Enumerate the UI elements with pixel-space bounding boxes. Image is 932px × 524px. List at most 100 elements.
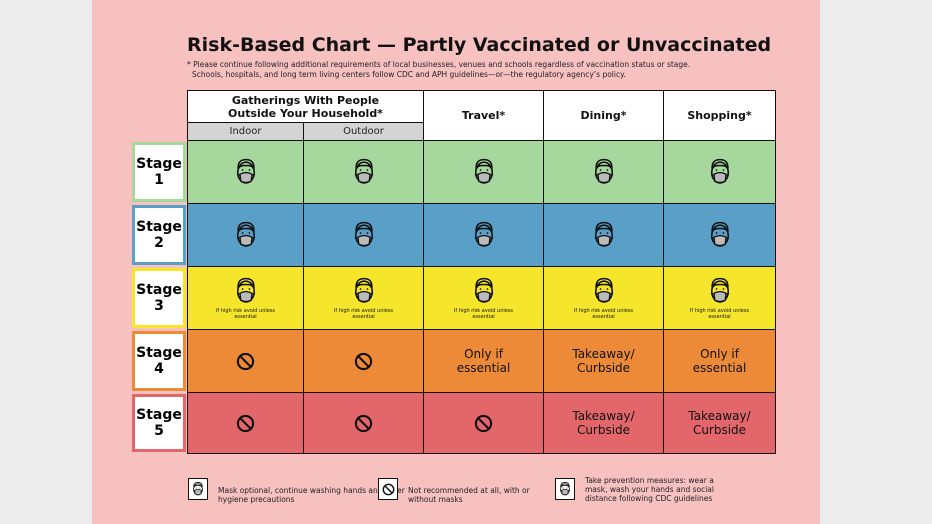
stage-word: Stage <box>136 156 182 172</box>
icon-shape <box>356 353 371 368</box>
cell <box>303 140 424 204</box>
no-icon <box>474 414 493 433</box>
legend-text: Mask optional, continue washing hands an… <box>218 486 405 504</box>
stage-label: Stage 2 <box>132 205 186 265</box>
subheader: Outdoor <box>303 122 424 141</box>
cell <box>187 140 304 204</box>
icon-shape <box>354 279 372 302</box>
mask-icon <box>707 157 733 186</box>
mask-icon <box>471 220 497 249</box>
icon-shape <box>476 415 491 430</box>
cell: Takeaway/ Curbside <box>663 392 776 454</box>
cell <box>663 140 776 204</box>
stage-word: Stage <box>136 282 182 298</box>
cell <box>543 203 664 267</box>
icon-shape <box>710 223 728 246</box>
legend-icon <box>555 478 575 500</box>
icon-shape <box>356 415 371 430</box>
stage-number: 4 <box>154 361 164 377</box>
cell <box>423 392 544 454</box>
icon-shape <box>236 160 254 183</box>
cell-note: If high risk avoid unless essential <box>453 307 514 320</box>
stage-word: Stage <box>136 219 182 235</box>
stage-number: 1 <box>154 172 164 188</box>
icon-shape <box>594 279 612 302</box>
title: Risk-Based Chart — Partly Vaccinated or … <box>187 34 772 56</box>
cell-text: Takeaway/ Curbside <box>688 409 751 437</box>
icon-shape <box>354 160 372 183</box>
no-icon <box>354 352 373 371</box>
cell <box>543 140 664 204</box>
stage-label: Stage 3 <box>132 268 186 328</box>
icon-shape <box>560 482 570 495</box>
icon-shape <box>383 484 393 494</box>
stage-number: 2 <box>154 235 164 251</box>
mask-icon <box>471 157 497 186</box>
subheader: Indoor <box>187 122 304 141</box>
icon-shape <box>238 415 253 430</box>
stage-label: Stage 1 <box>132 142 186 202</box>
column-header: Shopping* <box>663 90 776 141</box>
legend-text: Not recommended at all, with or without … <box>408 486 530 504</box>
mask-icon <box>707 276 733 305</box>
mask-icon <box>233 276 259 305</box>
mask-icon <box>233 220 259 249</box>
cell-note: If high risk avoid unless essential <box>573 307 634 320</box>
cell-text: Only if essential <box>692 347 747 375</box>
icon-shape <box>238 353 253 368</box>
no-icon <box>354 414 373 433</box>
cell <box>423 203 544 267</box>
cell: If high risk avoid unless essential <box>543 266 664 330</box>
icon-shape <box>193 482 203 495</box>
cell: If high risk avoid unless essential <box>423 266 544 330</box>
mask-icon <box>191 481 205 497</box>
icon-shape <box>710 279 728 302</box>
cell-note: If high risk avoid unless essential <box>333 307 394 320</box>
cell: Only if essential <box>663 329 776 393</box>
cell-text: Takeaway/ Curbside <box>572 409 635 437</box>
mask-icon <box>591 220 617 249</box>
cell-note: If high risk avoid unless essential <box>215 307 276 320</box>
mask-icon <box>233 157 259 186</box>
note: Schools, hospitals, and long term living… <box>192 70 626 79</box>
stage-label: Stage 5 <box>132 394 186 452</box>
cell <box>187 203 304 267</box>
icon-shape <box>594 223 612 246</box>
no-icon <box>236 414 255 433</box>
stage-word: Stage <box>136 407 182 423</box>
mask-icon <box>591 157 617 186</box>
cell: Takeaway/ Curbside <box>543 392 664 454</box>
mask-icon <box>558 481 572 497</box>
icon-shape <box>710 160 728 183</box>
stage-number: 5 <box>154 423 164 439</box>
mask-icon <box>471 276 497 305</box>
cell: If high risk avoid unless essential <box>663 266 776 330</box>
note: * Please continue following additional r… <box>187 60 691 69</box>
cell-text: Only if essential <box>456 347 511 375</box>
cell <box>187 329 304 393</box>
mask-icon <box>707 220 733 249</box>
icon-shape <box>474 160 492 183</box>
cell-text: Takeaway/ Curbside <box>572 347 635 375</box>
legend-icon <box>188 478 208 500</box>
icon-shape <box>354 223 372 246</box>
icon-shape <box>236 279 254 302</box>
cell <box>303 329 424 393</box>
stage-number: 3 <box>154 298 164 314</box>
cell: Only if essential <box>423 329 544 393</box>
cell: If high risk avoid unless essential <box>187 266 304 330</box>
no-icon <box>382 483 395 496</box>
cell <box>663 203 776 267</box>
mask-icon <box>591 276 617 305</box>
legend-text: Take prevention measures: wear a mask, w… <box>585 476 714 503</box>
mask-icon <box>351 220 377 249</box>
cell <box>303 392 424 454</box>
group-header: Gatherings With People Outside Your Hous… <box>187 90 424 123</box>
cell-note: If high risk avoid unless essential <box>689 307 750 320</box>
cell: Takeaway/ Curbside <box>543 329 664 393</box>
no-icon <box>236 352 255 371</box>
icon-shape <box>236 223 254 246</box>
cell: If high risk avoid unless essential <box>303 266 424 330</box>
legend-icon <box>378 478 398 500</box>
